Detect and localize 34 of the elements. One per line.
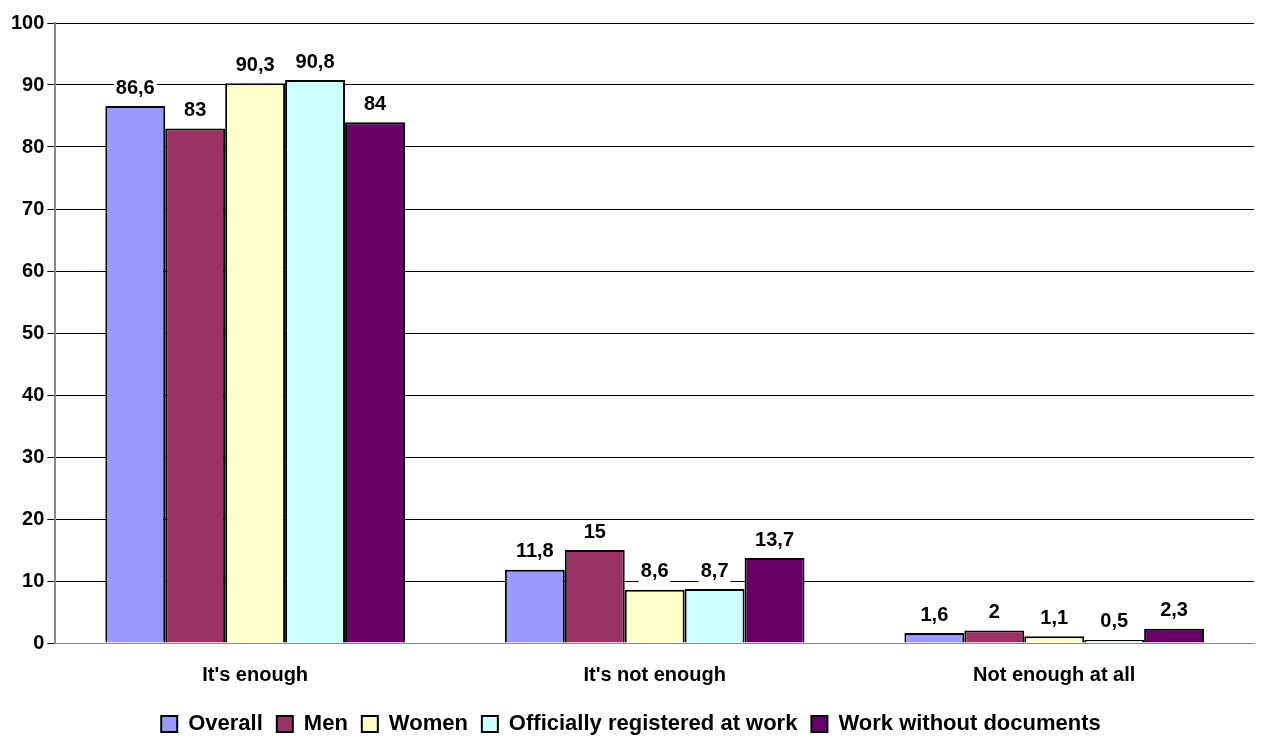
legend-label: Officially registered at work [508,710,799,736]
y-tick-label: 10 [22,568,45,591]
data-label: 83 [184,97,207,120]
data-label: 1,6 [920,602,949,625]
y-tick-label: 70 [22,196,45,219]
y-tick-label: 50 [22,320,45,343]
data-label: 2 [988,600,1000,623]
x-tick-label: Not enough at all [973,662,1136,685]
legend-label: Overall [188,710,263,736]
data-label: 2,3 [1160,598,1188,621]
legend-label: Men [303,710,348,736]
data-label: 11,8 [515,539,554,562]
data-label: 84 [363,91,387,114]
data-label: 90,8 [295,49,335,72]
data-label: 0,5 [1100,609,1129,632]
y-tick-label: 60 [22,258,45,281]
y-tick-label: 90 [22,72,45,95]
data-label: 15 [583,519,606,542]
data-label: 86,6 [115,75,155,98]
data-label: 1,1 [1040,605,1069,628]
data-label: 90,3 [235,52,275,75]
legend-label: Women [388,710,468,736]
y-tick-label: 20 [22,506,45,529]
y-tick-label: 40 [22,382,45,405]
y-tick-label: 0 [33,630,45,653]
data-label: 8,6 [640,559,669,582]
y-tick-label: 30 [22,444,45,467]
x-tick-label: It's not enough [583,662,726,685]
data-label: 8,7 [700,558,729,581]
legend-label: Work without documents [838,710,1101,736]
y-tick-label: 100 [10,10,45,33]
data-label: 13,7 [755,527,795,550]
y-tick-label: 80 [22,134,45,157]
x-tick-label: It's enough [202,662,309,685]
